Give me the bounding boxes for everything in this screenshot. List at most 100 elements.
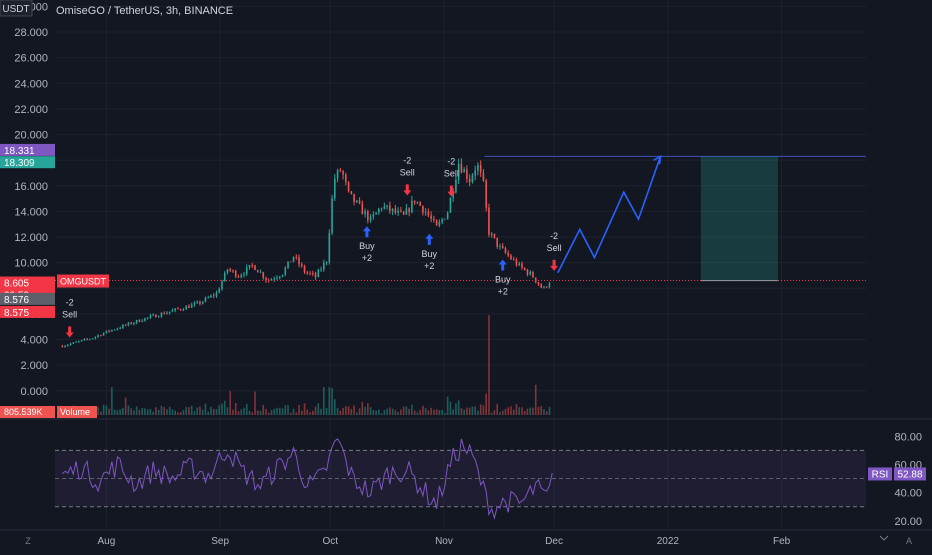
volume-bar bbox=[111, 387, 113, 415]
candle-body bbox=[177, 308, 179, 310]
candle-body bbox=[405, 208, 408, 215]
candle-body bbox=[389, 205, 391, 211]
volume-bar bbox=[265, 408, 267, 415]
volume-bar bbox=[485, 393, 487, 415]
volume-bar bbox=[251, 412, 254, 415]
candle-body bbox=[397, 210, 399, 213]
volume-bar bbox=[424, 408, 427, 415]
currency-badge-box bbox=[0, 0, 33, 17]
price-tick-label: 0.000 bbox=[20, 386, 48, 398]
rsi-line bbox=[61, 438, 553, 521]
candle-body bbox=[174, 308, 176, 311]
rsi-value-badge bbox=[894, 467, 926, 481]
volume-bar bbox=[196, 407, 199, 415]
time-tick-label: Aug bbox=[97, 536, 115, 547]
candle-body bbox=[339, 170, 342, 172]
volume-bar bbox=[391, 408, 394, 415]
candle-body bbox=[309, 272, 311, 274]
candle-body bbox=[295, 256, 298, 258]
volume-bar bbox=[361, 402, 364, 415]
volume-bar bbox=[397, 411, 399, 415]
sell-arrow-icon bbox=[65, 326, 74, 338]
currency-badge-label: USDT bbox=[2, 4, 29, 15]
volume-bar bbox=[317, 403, 320, 415]
candle-body bbox=[449, 197, 452, 213]
candle-body bbox=[188, 306, 190, 308]
candle-body bbox=[102, 333, 105, 336]
price-badge-label: 18.309 bbox=[4, 158, 35, 169]
volume-bar bbox=[105, 405, 108, 415]
time-axis: Aug Sep Oct Nov Dec 2022 Feb bbox=[0, 529, 932, 547]
candle-body bbox=[518, 263, 521, 266]
volume-bar bbox=[504, 408, 507, 415]
candle-body bbox=[419, 202, 421, 206]
candle-body bbox=[221, 281, 223, 289]
candle-body bbox=[218, 288, 221, 293]
chart-title: OmiseGO / TetherUS, 3h, BINANCE bbox=[56, 5, 234, 17]
volume-bar bbox=[350, 408, 353, 415]
volume-bar bbox=[452, 409, 454, 415]
volume-bar bbox=[314, 406, 317, 415]
volume-bar bbox=[358, 408, 361, 415]
volume-bar bbox=[141, 408, 143, 415]
volume-bar bbox=[457, 400, 460, 415]
volume-bar bbox=[223, 400, 226, 415]
volume-bar bbox=[364, 406, 366, 415]
volume-bar bbox=[267, 412, 270, 415]
volume-bar bbox=[323, 387, 325, 415]
buy-arrow-icon bbox=[362, 226, 371, 238]
candle-body bbox=[210, 295, 212, 298]
price-badge-label: 8.605 bbox=[4, 279, 29, 290]
volume-bar bbox=[248, 410, 251, 415]
volume-name: Volume bbox=[60, 407, 90, 417]
candle-body bbox=[457, 163, 460, 180]
volume-bar bbox=[256, 410, 259, 415]
candle-body bbox=[468, 178, 471, 183]
price-tick-label: 20.000 bbox=[14, 130, 48, 142]
candle-body bbox=[83, 339, 86, 341]
candle-body bbox=[380, 208, 383, 210]
candle-body bbox=[375, 212, 377, 215]
candle-body bbox=[163, 312, 165, 315]
volume-bar bbox=[218, 405, 221, 415]
rsi-tick-label: 80.00 bbox=[894, 431, 922, 443]
volume-bar bbox=[273, 408, 276, 415]
candle-body bbox=[394, 208, 397, 213]
volume-bar bbox=[438, 410, 441, 415]
volume-bar bbox=[124, 397, 127, 415]
candle-body bbox=[179, 309, 182, 310]
volume-bar bbox=[237, 411, 240, 415]
candle-body bbox=[523, 267, 526, 270]
volume-bar bbox=[441, 410, 443, 415]
candle-body bbox=[455, 179, 457, 193]
candle-body bbox=[86, 339, 88, 340]
volume-bar bbox=[372, 410, 375, 415]
candle-body bbox=[521, 263, 523, 268]
rsi-value: 52.88 bbox=[897, 469, 922, 480]
candle-body bbox=[196, 301, 199, 304]
candle-body bbox=[328, 233, 331, 263]
volume-bar bbox=[163, 407, 165, 415]
candle-body bbox=[113, 329, 116, 331]
candle-body bbox=[298, 257, 300, 265]
candle-body bbox=[545, 286, 548, 288]
trade-marker-buy: Buy +2 bbox=[495, 259, 511, 297]
volume-value: 805.539K bbox=[4, 407, 43, 417]
volume-bar bbox=[493, 410, 496, 415]
volume-bar bbox=[534, 384, 537, 415]
candle-body bbox=[477, 165, 479, 171]
volume-bar bbox=[309, 412, 311, 415]
volume-bar bbox=[182, 410, 185, 415]
marker-action: Buy bbox=[422, 249, 438, 259]
candle-body bbox=[284, 267, 287, 275]
volume-bar bbox=[449, 401, 452, 415]
candle-body bbox=[367, 211, 369, 221]
time-tick-label: Sep bbox=[211, 536, 229, 547]
candle-body bbox=[245, 267, 248, 275]
candle-body bbox=[499, 245, 501, 247]
volume-bar bbox=[394, 410, 397, 415]
candles bbox=[61, 158, 551, 348]
price-tick-label: 24.000 bbox=[14, 78, 48, 90]
